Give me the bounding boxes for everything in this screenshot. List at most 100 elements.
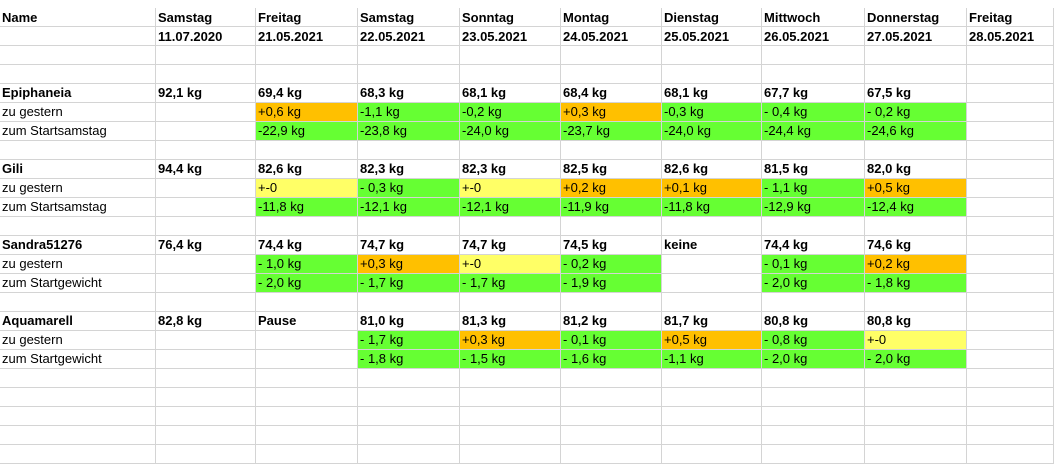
empty-cell[interactable] <box>358 445 460 464</box>
diff-cell[interactable]: +0,1 kg <box>662 179 762 198</box>
weight-cell[interactable]: 69,4 kg <box>256 84 358 103</box>
empty-cell[interactable] <box>967 46 1054 65</box>
empty-cell[interactable] <box>865 388 967 407</box>
weight-cell[interactable]: 82,0 kg <box>865 160 967 179</box>
empty-cell[interactable] <box>762 407 865 426</box>
row-label[interactable]: zu gestern <box>0 103 156 122</box>
header-weekday[interactable]: Freitag <box>967 8 1054 27</box>
empty-cell[interactable] <box>967 198 1054 217</box>
empty-cell[interactable] <box>865 407 967 426</box>
diff-cell[interactable]: - 1,9 kg <box>561 274 662 293</box>
diff-cell[interactable]: - 1,7 kg <box>460 274 561 293</box>
weight-cell[interactable]: 82,6 kg <box>662 160 762 179</box>
empty-cell[interactable] <box>0 293 156 312</box>
diff-cell[interactable]: -0,3 kg <box>662 103 762 122</box>
empty-cell[interactable] <box>358 65 460 84</box>
empty-cell[interactable] <box>865 65 967 84</box>
empty-cell[interactable] <box>865 445 967 464</box>
empty-cell[interactable] <box>561 141 662 160</box>
empty-cell[interactable] <box>156 141 256 160</box>
row-label[interactable]: zu gestern <box>0 179 156 198</box>
diff-cell[interactable]: - 0,8 kg <box>762 331 865 350</box>
header-weekday[interactable]: Sonntag <box>460 8 561 27</box>
empty-cell[interactable] <box>0 217 156 236</box>
row-label[interactable]: zu gestern <box>0 331 156 350</box>
diff-cell[interactable]: +0,3 kg <box>358 255 460 274</box>
empty-cell[interactable] <box>460 65 561 84</box>
empty-cell[interactable] <box>256 426 358 445</box>
diff-cell[interactable]: -22,9 kg <box>256 122 358 141</box>
diff-cell[interactable]: - 1,8 kg <box>358 350 460 369</box>
weight-cell[interactable]: 82,3 kg <box>358 160 460 179</box>
empty-cell[interactable] <box>156 445 256 464</box>
empty-cell[interactable] <box>156 426 256 445</box>
diff-cell[interactable]: -11,8 kg <box>256 198 358 217</box>
diff-cell[interactable]: - 2,0 kg <box>762 350 865 369</box>
empty-cell[interactable] <box>0 369 156 388</box>
header-weekday[interactable]: Dienstag <box>662 8 762 27</box>
empty-cell[interactable] <box>358 426 460 445</box>
diff-cell[interactable]: - 2,0 kg <box>762 274 865 293</box>
empty-cell[interactable] <box>561 293 662 312</box>
weight-cell[interactable]: 80,8 kg <box>865 312 967 331</box>
header-weekday[interactable]: Montag <box>561 8 662 27</box>
empty-cell[interactable] <box>0 407 156 426</box>
empty-cell[interactable] <box>967 141 1054 160</box>
empty-cell[interactable] <box>156 46 256 65</box>
diff-cell[interactable]: - 0,2 kg <box>561 255 662 274</box>
empty-cell[interactable] <box>967 274 1054 293</box>
empty-cell[interactable] <box>762 65 865 84</box>
empty-cell[interactable] <box>662 445 762 464</box>
weight-cell[interactable]: 68,4 kg <box>561 84 662 103</box>
row-label[interactable]: zum Startgewicht <box>0 350 156 369</box>
empty-cell[interactable] <box>561 407 662 426</box>
empty-cell[interactable] <box>358 46 460 65</box>
weight-cell[interactable]: 74,4 kg <box>762 236 865 255</box>
empty-cell[interactable] <box>865 369 967 388</box>
diff-cell[interactable]: -24,0 kg <box>460 122 561 141</box>
empty-cell[interactable] <box>967 160 1054 179</box>
empty-cell[interactable] <box>256 217 358 236</box>
header-date[interactable]: 23.05.2021 <box>460 27 561 46</box>
diff-cell[interactable]: -1,1 kg <box>662 350 762 369</box>
empty-cell[interactable] <box>460 369 561 388</box>
empty-cell[interactable] <box>561 46 662 65</box>
empty-cell[interactable] <box>460 293 561 312</box>
empty-cell[interactable] <box>662 255 762 274</box>
empty-cell[interactable] <box>561 65 662 84</box>
weight-cell[interactable]: 81,0 kg <box>358 312 460 331</box>
empty-cell[interactable] <box>358 388 460 407</box>
diff-cell[interactable]: - 1,7 kg <box>358 274 460 293</box>
diff-cell[interactable]: +-0 <box>460 255 561 274</box>
weight-cell[interactable]: 94,4 kg <box>156 160 256 179</box>
empty-cell[interactable] <box>156 179 256 198</box>
header-date[interactable]: 28.05.2021 <box>967 27 1054 46</box>
empty-cell[interactable] <box>256 369 358 388</box>
empty-cell[interactable] <box>156 255 256 274</box>
empty-cell[interactable] <box>967 122 1054 141</box>
weight-cell[interactable]: 81,2 kg <box>561 312 662 331</box>
diff-cell[interactable]: - 1,1 kg <box>762 179 865 198</box>
weight-cell[interactable]: 68,1 kg <box>460 84 561 103</box>
empty-cell[interactable] <box>256 445 358 464</box>
header-weekday[interactable]: Freitag <box>256 8 358 27</box>
header-weekday[interactable]: Samstag <box>358 8 460 27</box>
diff-cell[interactable]: - 0,4 kg <box>762 103 865 122</box>
empty-cell[interactable] <box>762 388 865 407</box>
empty-cell[interactable] <box>762 217 865 236</box>
empty-cell[interactable] <box>561 426 662 445</box>
empty-cell[interactable] <box>156 331 256 350</box>
diff-cell[interactable]: -12,1 kg <box>358 198 460 217</box>
weight-cell[interactable]: keine <box>662 236 762 255</box>
empty-cell[interactable] <box>156 407 256 426</box>
weight-cell[interactable]: 81,3 kg <box>460 312 561 331</box>
empty-cell[interactable] <box>156 103 256 122</box>
empty-cell[interactable] <box>460 426 561 445</box>
empty-cell[interactable] <box>561 388 662 407</box>
diff-cell[interactable]: - 0,1 kg <box>762 255 865 274</box>
header-date[interactable]: 24.05.2021 <box>561 27 662 46</box>
empty-cell[interactable] <box>662 217 762 236</box>
empty-cell[interactable] <box>662 141 762 160</box>
diff-cell[interactable]: - 0,1 kg <box>561 331 662 350</box>
empty-cell[interactable] <box>762 445 865 464</box>
